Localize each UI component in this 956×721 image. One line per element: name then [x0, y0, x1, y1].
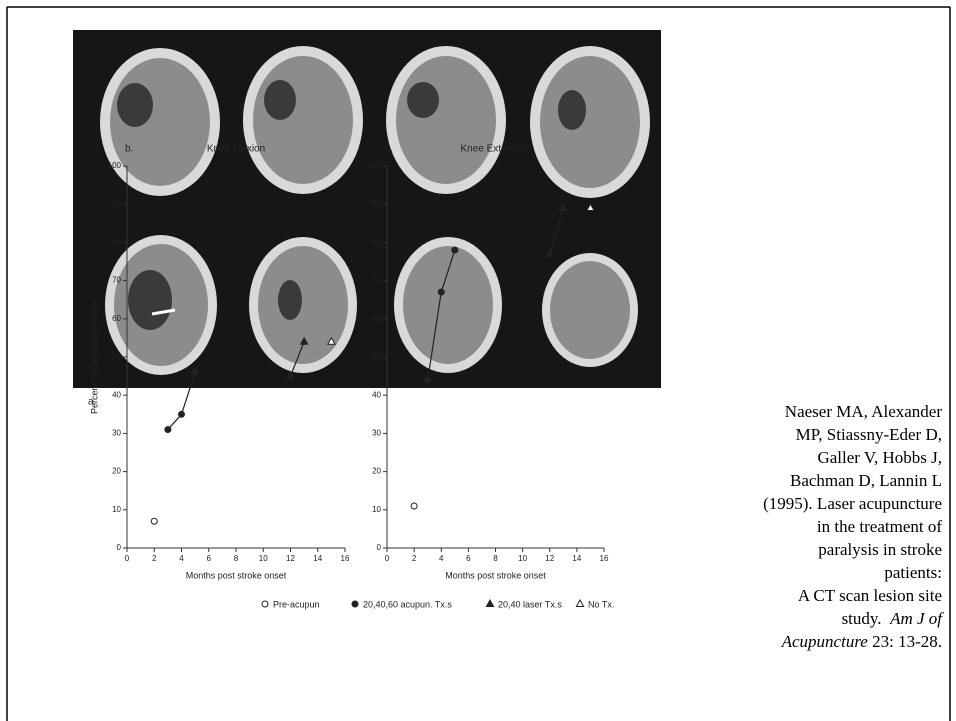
citation-text: (1995). Laser acupuncture — [763, 494, 942, 513]
citation-line: Acupuncture 23: 13-28. — [672, 630, 942, 653]
ct-scans: a. — [73, 30, 661, 408]
x-tick-label: 2 — [412, 554, 417, 563]
point — [438, 289, 444, 295]
citation-text: Bachman D, Lannin L — [790, 471, 942, 490]
citation-text: MP, Stiassny-Eder D, — [796, 425, 942, 444]
y-tick-label: 40 — [372, 390, 381, 399]
y-axis-label: Percent isolated active ROM — [89, 300, 99, 414]
point — [425, 377, 431, 383]
y-tick-label: 20 — [372, 467, 381, 476]
x-tick-label: 0 — [385, 554, 390, 563]
point — [411, 503, 417, 509]
y-tick-label: 10 — [112, 505, 121, 514]
y-tick-label: 60 — [112, 314, 121, 323]
citation-line: Bachman D, Lannin L — [672, 469, 942, 492]
y-tick-label: 50 — [372, 352, 381, 361]
citation: Naeser MA, Alexander MP, Stiassny-Eder D,… — [672, 400, 942, 653]
y-tick-label: 0 — [117, 543, 122, 552]
y-tick-label: 70 — [112, 276, 121, 285]
slide: a. b.Knee Flexion01020304050607080901000… — [0, 0, 956, 721]
legend-marker — [262, 601, 268, 607]
y-tick-label: 50 — [112, 352, 121, 361]
citation-line: study. Am J of — [672, 607, 942, 630]
x-tick-label: 8 — [493, 554, 498, 563]
legend-label: Pre-acupun — [273, 599, 320, 609]
point — [192, 369, 198, 375]
y-tick-label: 60 — [372, 314, 381, 323]
y-tick-label: 20 — [112, 467, 121, 476]
x-tick-label: 14 — [572, 554, 581, 563]
citation-text: patients: — [884, 563, 942, 582]
x-tick-label: 10 — [518, 554, 527, 563]
y-tick-label: 10 — [372, 505, 381, 514]
citation-line: in the treatment of — [672, 515, 942, 538]
citation-line: Galler V, Hobbs J, — [672, 446, 942, 469]
citation-line: paralysis in stroke — [672, 538, 942, 561]
x-tick-label: 12 — [286, 554, 295, 563]
citation-line: MP, Stiassny-Eder D, — [672, 423, 942, 446]
legend-marker — [576, 600, 583, 607]
point — [165, 427, 171, 433]
citation-text: Naeser MA, Alexander — [785, 402, 942, 421]
citation-text: Acupuncture — [782, 632, 868, 651]
x-tick-label: 4 — [179, 554, 184, 563]
legend-marker — [486, 600, 493, 607]
legend-label: 20,40 laser Tx.s — [498, 599, 562, 609]
citation-line: A CT scan lesion site — [672, 584, 942, 607]
legend-label: 20,40,60 acupun. Tx.s — [363, 599, 452, 609]
x-tick-label: 10 — [259, 554, 268, 563]
x-tick-label: 2 — [152, 554, 157, 563]
y-tick-label: 100 — [368, 161, 382, 170]
x-tick-label: 6 — [466, 554, 471, 563]
citation-text: in the treatment of — [817, 517, 942, 536]
x-axis-label: Months post stroke onset — [186, 570, 287, 580]
chart-title: Knee Flexion — [207, 144, 265, 155]
y-tick-label: 70 — [372, 276, 381, 285]
x-tick-label: 0 — [125, 554, 130, 563]
x-tick-label: 16 — [600, 554, 609, 563]
y-tick-label: 90 — [112, 199, 121, 208]
citation-line: Naeser MA, Alexander — [672, 400, 942, 423]
point — [151, 518, 157, 524]
y-tick-label: 80 — [372, 238, 381, 247]
legend-label: No Tx. — [588, 599, 614, 609]
legend-marker — [352, 601, 358, 607]
x-tick-label: 12 — [545, 554, 554, 563]
x-tick-label: 16 — [341, 554, 350, 563]
citation-text: 23: 13-28. — [868, 632, 942, 651]
x-axis-label: Months post stroke onset — [445, 570, 546, 580]
y-tick-label: 90 — [372, 199, 381, 208]
citation-line: patients: — [672, 561, 942, 584]
citation-text: paralysis in stroke — [818, 540, 942, 559]
citation-text: study. — [842, 609, 891, 628]
panel-label: c. — [385, 144, 393, 155]
x-tick-label: 8 — [234, 554, 239, 563]
y-tick-label: 40 — [112, 390, 121, 399]
citation-line: (1995). Laser acupuncture — [672, 492, 942, 515]
chart-title: Knee Extension — [460, 144, 530, 155]
citation-text: Galler V, Hobbs J, — [817, 448, 942, 467]
y-tick-label: 30 — [112, 429, 121, 438]
y-tick-label: 30 — [372, 429, 381, 438]
citation-text: Am J of — [890, 609, 942, 628]
y-tick-label: 100 — [108, 161, 122, 170]
point — [452, 247, 458, 253]
citation-text: A CT scan lesion site — [798, 586, 942, 605]
y-tick-label: 80 — [112, 238, 121, 247]
point — [179, 411, 185, 417]
y-tick-label: 0 — [377, 543, 382, 552]
x-tick-label: 6 — [207, 554, 212, 563]
panel-label: b. — [125, 144, 133, 155]
x-tick-label: 14 — [313, 554, 322, 563]
x-tick-label: 4 — [439, 554, 444, 563]
